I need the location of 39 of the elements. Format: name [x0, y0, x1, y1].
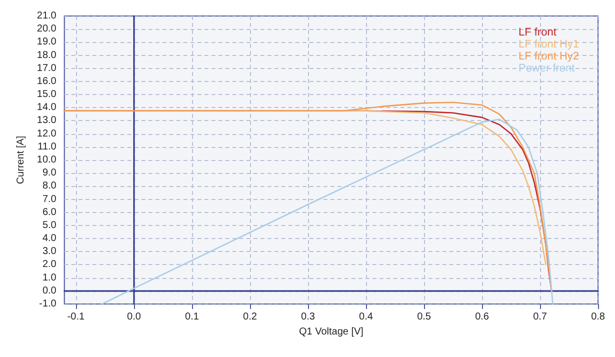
y-tick-label: 19.0 — [36, 36, 57, 48]
y-tick-label: 3.0 — [42, 246, 57, 258]
y-tick-label: 6.0 — [42, 206, 57, 218]
y-tick-label: 5.0 — [42, 220, 57, 231]
x-tick-label: 0.2 — [243, 312, 258, 322]
x-tick-label: 0.6 — [475, 312, 490, 322]
y-tick-label: 14.0 — [36, 102, 57, 114]
x-tick-label: 0.4 — [359, 312, 374, 322]
y-tick-label: 0.0 — [42, 285, 57, 296]
text: Power front — [518, 62, 575, 74]
y-tick-label: 4.0 — [42, 233, 57, 244]
y-tick-label: 12.0 — [36, 128, 57, 140]
y-tick-label: 7.0 — [42, 194, 57, 205]
text: LF front Hy2 — [518, 50, 580, 62]
x-tick-label: 0.7 — [533, 312, 548, 322]
y-tick-label: 1.0 — [42, 272, 57, 284]
x-tick-label: -0.1 — [67, 312, 86, 322]
y-tick-label: 17.0 — [36, 62, 57, 74]
y-tick-label: 10.0 — [36, 154, 57, 166]
y-tick-label: 2.0 — [42, 259, 57, 270]
x-tick-label: 0.8 — [591, 312, 606, 322]
y-tick-label: 18.0 — [36, 50, 57, 61]
text: LF front Hy1 — [518, 38, 580, 50]
x-tick-label: 0.0 — [127, 312, 142, 322]
text: LF front — [518, 26, 556, 38]
x-tick-label: 0.1 — [185, 312, 200, 322]
y-tick-label: 11.0 — [38, 141, 57, 152]
y-tick-label: 15.0 — [36, 89, 57, 100]
y-tick-label: 16.0 — [36, 76, 57, 87]
y-tick-label: -1.0 — [39, 298, 57, 310]
y-tick-label: 20.0 — [36, 24, 57, 35]
x-axis-title: Q1 Voltage [V] — [298, 326, 364, 338]
y-axis-title: Current [A] — [16, 136, 26, 184]
y-tick-label: 8.0 — [42, 180, 57, 192]
y-tick-label: 9.0 — [42, 168, 57, 179]
y-tick-label: 13.0 — [36, 115, 57, 126]
x-tick-label: 0.3 — [301, 312, 316, 322]
x-tick-label: 0.5 — [417, 312, 432, 322]
y-tick-label: 21.0 — [36, 10, 57, 22]
